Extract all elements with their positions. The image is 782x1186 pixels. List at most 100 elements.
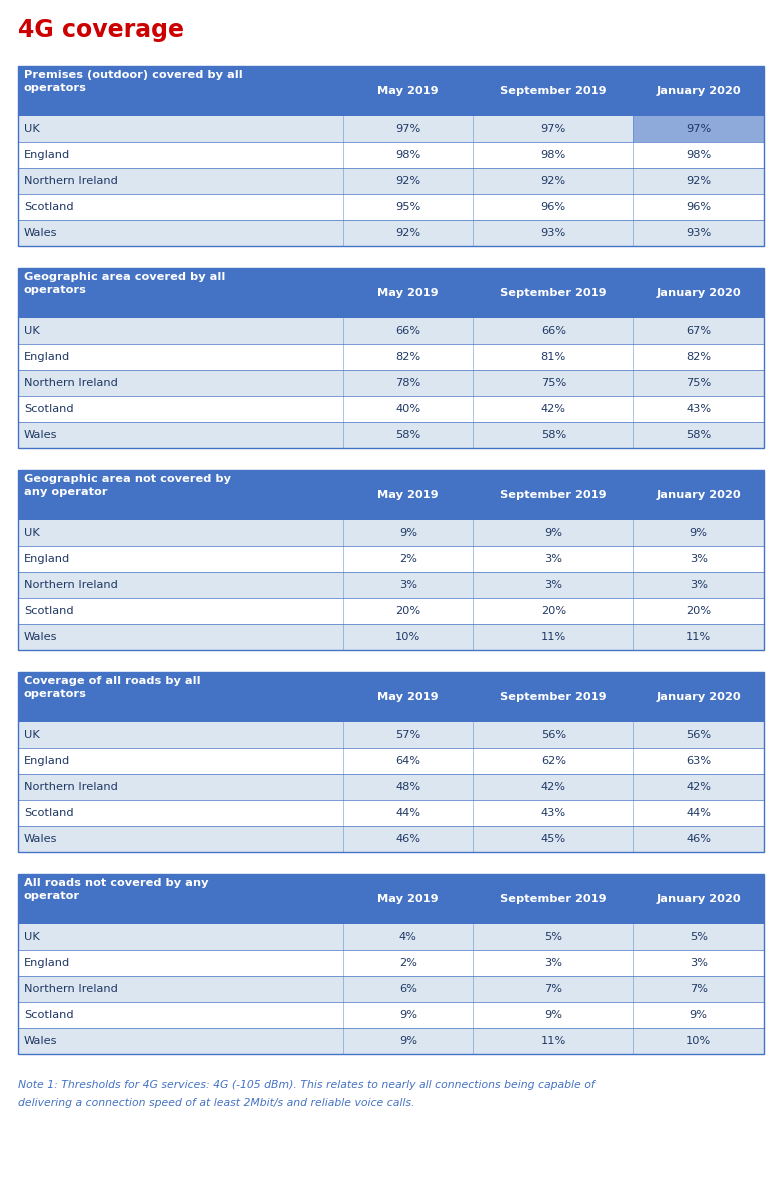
Text: 3%: 3% [399, 580, 417, 589]
Text: September 2019: September 2019 [500, 87, 607, 96]
Text: 40%: 40% [395, 404, 421, 414]
FancyBboxPatch shape [18, 370, 764, 396]
Text: January 2020: January 2020 [656, 87, 741, 96]
Text: 75%: 75% [686, 378, 712, 388]
Text: 11%: 11% [540, 1037, 566, 1046]
Text: 98%: 98% [686, 149, 712, 160]
Text: 3%: 3% [690, 580, 708, 589]
Text: UK: UK [24, 932, 40, 942]
FancyBboxPatch shape [18, 825, 764, 852]
Text: Scotland: Scotland [24, 606, 74, 616]
Text: England: England [24, 554, 70, 565]
Text: September 2019: September 2019 [500, 288, 607, 298]
Text: 92%: 92% [686, 176, 712, 186]
Text: 5%: 5% [690, 932, 708, 942]
Text: 11%: 11% [540, 632, 566, 642]
Text: 81%: 81% [540, 352, 566, 362]
Text: Northern Ireland: Northern Ireland [24, 782, 118, 792]
Text: 75%: 75% [540, 378, 566, 388]
Text: 58%: 58% [540, 431, 566, 440]
Text: 48%: 48% [395, 782, 421, 792]
FancyBboxPatch shape [18, 344, 764, 370]
Text: delivering a connection speed of at least 2Mbit/s and reliable voice calls.: delivering a connection speed of at leas… [18, 1098, 414, 1108]
Text: 97%: 97% [540, 125, 566, 134]
Text: January 2020: January 2020 [656, 490, 741, 500]
FancyBboxPatch shape [18, 318, 764, 344]
Text: January 2020: January 2020 [656, 894, 741, 904]
Text: Geographic area not covered by
any operator: Geographic area not covered by any opera… [24, 474, 231, 497]
Text: 9%: 9% [544, 528, 562, 538]
FancyBboxPatch shape [18, 950, 764, 976]
Text: 58%: 58% [395, 431, 421, 440]
Text: 57%: 57% [395, 731, 421, 740]
Text: 3%: 3% [690, 554, 708, 565]
Text: Wales: Wales [24, 228, 58, 238]
Text: September 2019: September 2019 [500, 490, 607, 500]
FancyBboxPatch shape [18, 168, 764, 195]
Text: 97%: 97% [686, 125, 712, 134]
Text: Premises (outdoor) covered by all
operators: Premises (outdoor) covered by all operat… [24, 70, 242, 93]
Text: 10%: 10% [395, 632, 421, 642]
Text: 9%: 9% [399, 1010, 417, 1020]
Text: 82%: 82% [686, 352, 712, 362]
Text: 63%: 63% [686, 755, 712, 766]
Text: Wales: Wales [24, 431, 58, 440]
Text: Northern Ireland: Northern Ireland [24, 580, 118, 589]
FancyBboxPatch shape [18, 268, 764, 318]
Text: 62%: 62% [541, 755, 565, 766]
FancyBboxPatch shape [18, 66, 764, 116]
Text: January 2020: January 2020 [656, 288, 741, 298]
Text: Scotland: Scotland [24, 404, 74, 414]
Text: 92%: 92% [540, 176, 566, 186]
Text: 4%: 4% [399, 932, 417, 942]
FancyBboxPatch shape [18, 874, 764, 924]
Text: 92%: 92% [395, 228, 421, 238]
Text: 96%: 96% [686, 202, 712, 212]
FancyBboxPatch shape [18, 722, 764, 748]
Text: 9%: 9% [690, 528, 708, 538]
FancyBboxPatch shape [18, 546, 764, 572]
FancyBboxPatch shape [18, 624, 764, 650]
Text: 98%: 98% [540, 149, 566, 160]
Text: May 2019: May 2019 [377, 288, 439, 298]
Text: England: England [24, 755, 70, 766]
FancyBboxPatch shape [18, 801, 764, 825]
Text: 56%: 56% [540, 731, 566, 740]
Text: 98%: 98% [395, 149, 421, 160]
Text: 3%: 3% [690, 958, 708, 968]
Text: January 2020: January 2020 [656, 691, 741, 702]
Text: 6%: 6% [399, 984, 417, 994]
Text: 20%: 20% [395, 606, 421, 616]
Text: 42%: 42% [541, 782, 565, 792]
Text: Northern Ireland: Northern Ireland [24, 176, 118, 186]
Text: 5%: 5% [544, 932, 562, 942]
Text: All roads not covered by any
operator: All roads not covered by any operator [24, 878, 209, 901]
Text: 9%: 9% [399, 1037, 417, 1046]
FancyBboxPatch shape [18, 774, 764, 801]
Text: Wales: Wales [24, 834, 58, 844]
FancyBboxPatch shape [18, 519, 764, 546]
FancyBboxPatch shape [18, 1002, 764, 1028]
Text: 2%: 2% [399, 958, 417, 968]
Text: England: England [24, 352, 70, 362]
FancyBboxPatch shape [18, 672, 764, 722]
Text: 11%: 11% [686, 632, 712, 642]
FancyBboxPatch shape [18, 470, 764, 519]
Text: Scotland: Scotland [24, 1010, 74, 1020]
FancyBboxPatch shape [18, 422, 764, 448]
Text: England: England [24, 958, 70, 968]
Text: Northern Ireland: Northern Ireland [24, 378, 118, 388]
Text: 10%: 10% [686, 1037, 712, 1046]
Text: 58%: 58% [686, 431, 712, 440]
Text: 46%: 46% [395, 834, 420, 844]
FancyBboxPatch shape [18, 195, 764, 219]
Text: UK: UK [24, 528, 40, 538]
Text: 42%: 42% [541, 404, 565, 414]
Text: 64%: 64% [395, 755, 420, 766]
Text: September 2019: September 2019 [500, 691, 607, 702]
Text: September 2019: September 2019 [500, 894, 607, 904]
Text: 97%: 97% [395, 125, 421, 134]
Text: 93%: 93% [686, 228, 712, 238]
Text: 46%: 46% [687, 834, 711, 844]
FancyBboxPatch shape [18, 1028, 764, 1054]
